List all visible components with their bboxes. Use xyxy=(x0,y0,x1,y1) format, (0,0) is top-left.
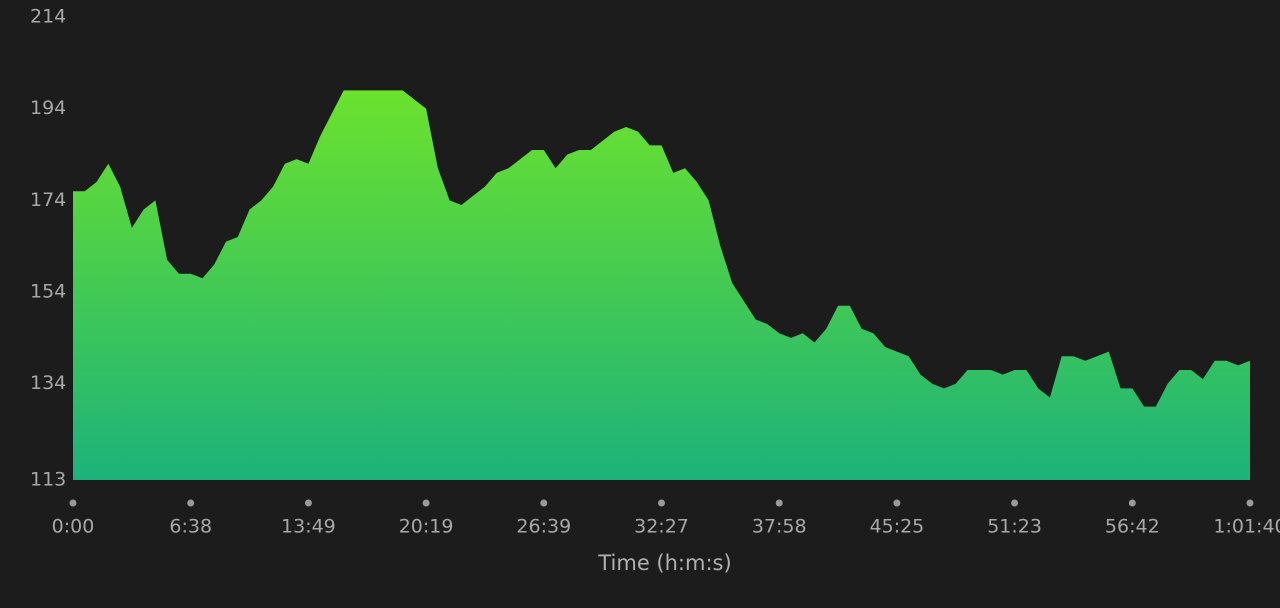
x-tick-dot xyxy=(187,499,195,507)
x-tick-label: 1:01:40 xyxy=(1213,516,1280,538)
x-tick-label: 51:23 xyxy=(987,516,1042,538)
x-tick-dot xyxy=(775,499,783,507)
x-tick-dot xyxy=(1128,499,1136,507)
x-tick-dot xyxy=(304,499,312,507)
x-tick-dot xyxy=(658,499,665,507)
x-tick-dot xyxy=(69,499,77,507)
y-tick-label: 194 xyxy=(30,97,66,119)
area xyxy=(73,90,1250,481)
y-tick-label: 113 xyxy=(30,469,66,491)
x-tick-label: 13:49 xyxy=(281,516,336,538)
x-tick-label: 37:58 xyxy=(752,516,807,538)
x-tick-dot xyxy=(422,499,430,507)
y-tick-label: 174 xyxy=(30,189,66,211)
x-tick-dot xyxy=(1011,499,1019,507)
x-tick-label: 0:00 xyxy=(52,516,95,538)
x-tick-dot xyxy=(1246,499,1254,507)
x-tick-dot xyxy=(893,499,901,507)
y-tick-label: 134 xyxy=(30,372,66,394)
y-tick-label: 214 xyxy=(30,6,66,28)
y-tick-label: 154 xyxy=(30,281,66,303)
x-tick-label: 32:27 xyxy=(634,516,689,538)
x-tick-label: 56:42 xyxy=(1105,516,1160,538)
x-axis-title: Time (h:m:s) xyxy=(597,551,731,575)
x-tick-label: 45:25 xyxy=(870,516,925,538)
x-tick-dot xyxy=(540,499,548,507)
x-tick-label: 20:19 xyxy=(399,516,454,538)
x-tick-label: 26:39 xyxy=(516,516,571,538)
x-tick-label: 6:38 xyxy=(169,516,212,538)
